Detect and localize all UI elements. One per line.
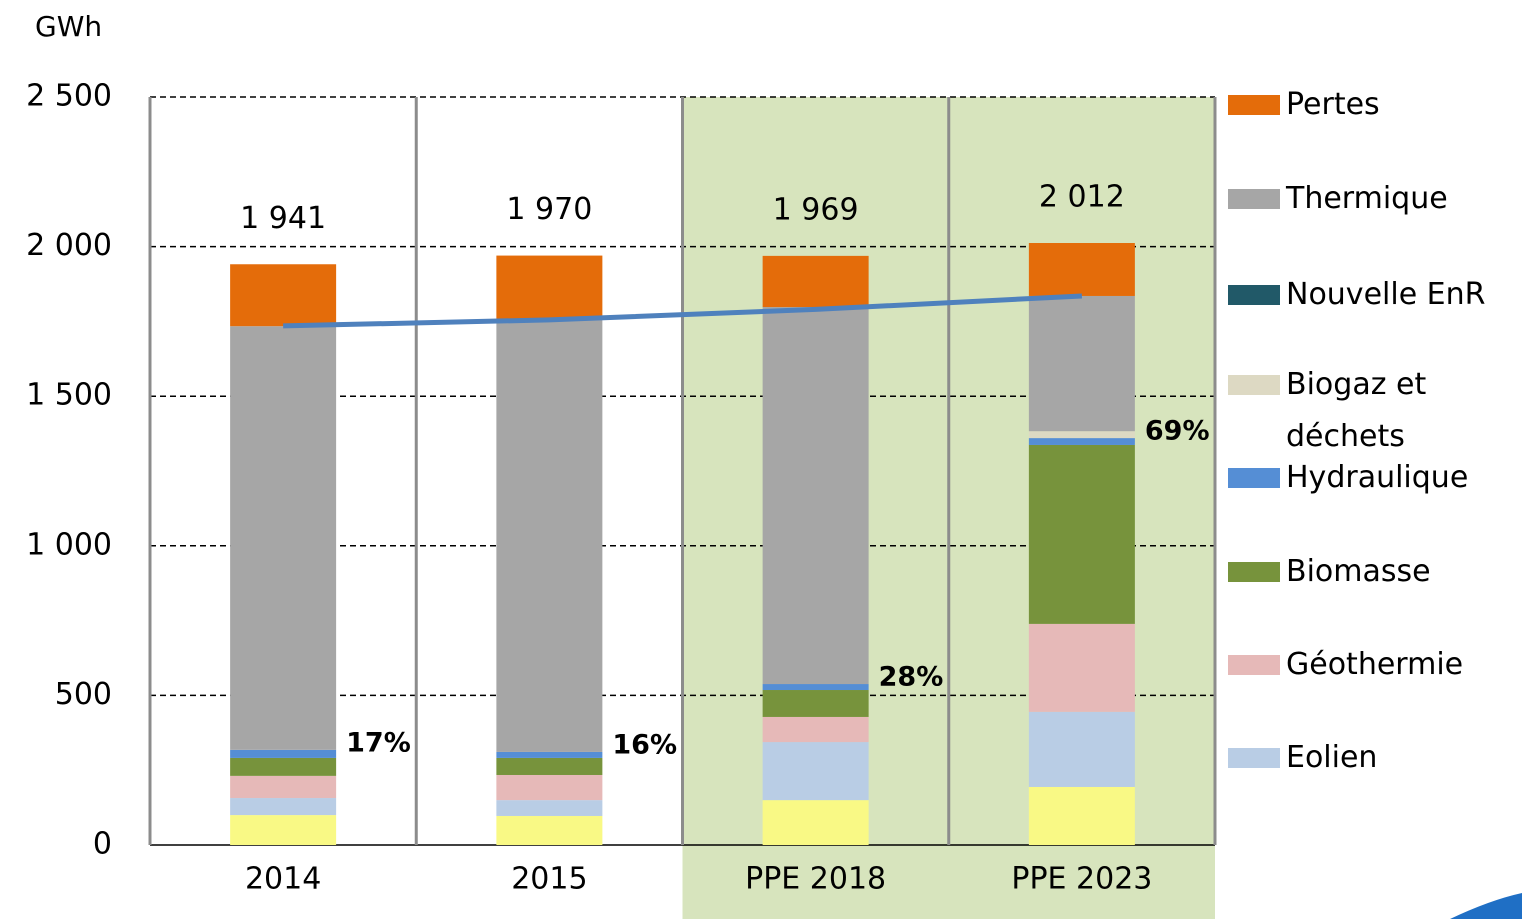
bar-segment <box>762 716 869 743</box>
bar-segment <box>230 798 337 816</box>
share-label: 69% <box>1145 416 1210 447</box>
bar-segment <box>762 255 869 308</box>
bar-segment <box>496 318 603 752</box>
y-tick-label: 2 500 <box>26 79 112 114</box>
y-axis-label: GWh <box>35 10 102 43</box>
bar-segment <box>496 800 603 816</box>
legend-label: Biomasse <box>1286 554 1431 589</box>
total-label: 1 970 <box>506 192 592 227</box>
bar-segment <box>230 815 337 845</box>
total-label: 1 941 <box>240 201 326 236</box>
bar-segment <box>1028 786 1135 845</box>
legend-swatch <box>1228 655 1280 675</box>
share-label: 16% <box>612 729 677 760</box>
x-tick-label: 2014 <box>245 862 321 897</box>
legend-swatch <box>1228 95 1280 115</box>
bar-segment <box>1028 431 1135 439</box>
y-tick-label: 1 500 <box>26 378 112 413</box>
bar-segment <box>1028 438 1135 445</box>
total-label: 2 012 <box>1039 180 1125 215</box>
y-tick-label: 0 <box>93 827 112 862</box>
share-label: 28% <box>879 662 944 693</box>
decoration <box>1450 893 1522 919</box>
bar-segment <box>762 800 869 845</box>
bar-segment <box>496 255 603 319</box>
bar-segment <box>230 326 337 750</box>
bar-segment <box>762 690 869 717</box>
legend-label: Thermique <box>1286 181 1448 216</box>
bar-segment <box>1028 711 1135 787</box>
bar-segment <box>1028 623 1135 712</box>
bar-segment <box>1028 444 1135 624</box>
legend-label: Biogaz et déchets <box>1286 367 1427 454</box>
legend-swatch <box>1228 468 1280 488</box>
y-tick-label: 1 000 <box>26 527 112 562</box>
bar-segment <box>496 751 603 758</box>
bar-segment <box>1028 243 1135 296</box>
bar-segment <box>762 307 869 685</box>
share-label: 17% <box>346 727 411 758</box>
total-label: 1 969 <box>773 192 859 227</box>
bar-segment <box>762 684 869 691</box>
legend-label: Nouvelle EnR <box>1286 277 1486 312</box>
legend-swatch <box>1228 748 1280 768</box>
x-tick-label: PPE 2018 <box>745 862 886 897</box>
y-tick-label: 2 000 <box>26 228 112 263</box>
legend-swatch <box>1228 189 1280 209</box>
bar-segment <box>496 815 603 845</box>
x-tick-label: 2015 <box>511 862 587 897</box>
legend-swatch <box>1228 562 1280 582</box>
bar-segment <box>230 757 337 776</box>
legend-swatch <box>1228 285 1280 305</box>
legend-label: Hydraulique <box>1286 460 1469 495</box>
bar-segment <box>230 775 337 799</box>
bar-segment <box>496 774 603 801</box>
legend-label: Eolien <box>1286 740 1378 775</box>
y-tick-label: 500 <box>55 677 112 712</box>
bar-segment <box>496 757 603 775</box>
bar-segment <box>230 264 337 327</box>
bar-segment <box>762 742 869 801</box>
legend-swatch <box>1228 375 1280 395</box>
trend-line <box>283 293 1083 329</box>
x-tick-label: PPE 2023 <box>1011 862 1152 897</box>
bar-segment <box>230 749 337 758</box>
legend-label: Pertes <box>1286 87 1380 122</box>
legend-label: Géothermie <box>1286 647 1464 682</box>
bar-segment <box>1028 295 1135 432</box>
